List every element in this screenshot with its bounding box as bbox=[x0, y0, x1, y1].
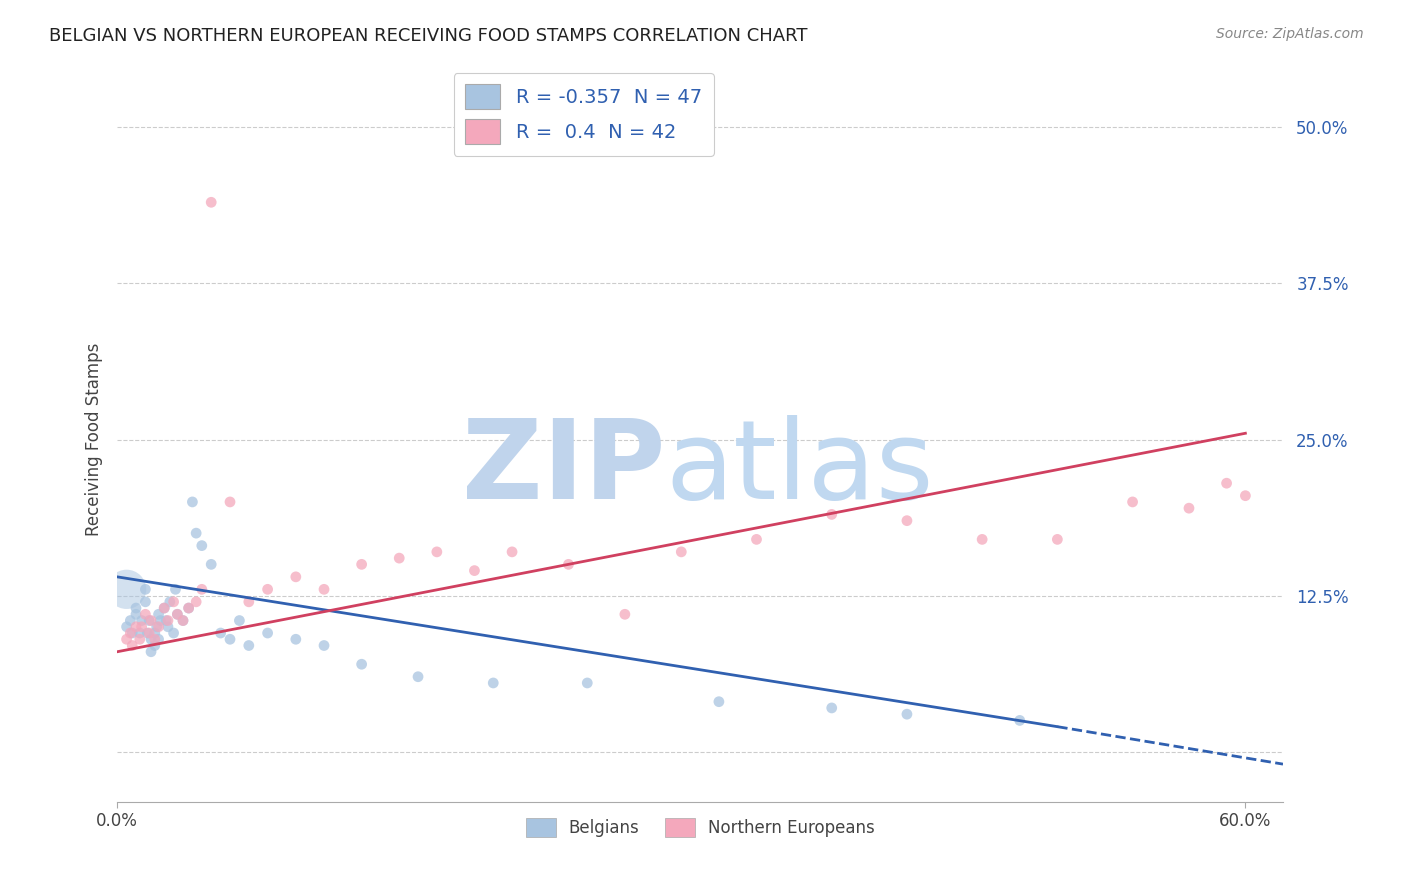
Point bbox=[284, 632, 307, 647]
Point bbox=[228, 614, 250, 628]
Point bbox=[219, 495, 242, 509]
Point bbox=[139, 632, 162, 647]
Point bbox=[350, 657, 373, 672]
Point bbox=[613, 607, 636, 622]
Point bbox=[1046, 533, 1069, 547]
Point bbox=[145, 620, 167, 634]
Point bbox=[143, 626, 166, 640]
Point bbox=[177, 601, 200, 615]
Point bbox=[120, 614, 142, 628]
Point bbox=[138, 626, 160, 640]
Point bbox=[148, 632, 170, 647]
Point bbox=[821, 701, 844, 715]
Point bbox=[125, 607, 148, 622]
Point bbox=[139, 645, 162, 659]
Point bbox=[136, 626, 159, 640]
Point bbox=[896, 707, 918, 722]
Point bbox=[312, 582, 335, 597]
Point bbox=[821, 508, 844, 522]
Point bbox=[149, 614, 172, 628]
Point bbox=[482, 676, 505, 690]
Point bbox=[115, 582, 138, 597]
Point bbox=[181, 495, 204, 509]
Point bbox=[165, 582, 187, 597]
Point bbox=[972, 533, 994, 547]
Point bbox=[162, 595, 184, 609]
Point bbox=[128, 632, 150, 647]
Point bbox=[134, 595, 156, 609]
Point bbox=[166, 607, 188, 622]
Point bbox=[200, 195, 222, 210]
Point bbox=[148, 607, 170, 622]
Point bbox=[128, 626, 150, 640]
Point bbox=[209, 626, 232, 640]
Point bbox=[256, 626, 278, 640]
Point bbox=[143, 632, 166, 647]
Point bbox=[501, 545, 523, 559]
Point bbox=[1008, 714, 1031, 728]
Text: Source: ZipAtlas.com: Source: ZipAtlas.com bbox=[1216, 27, 1364, 41]
Point bbox=[125, 620, 148, 634]
Point bbox=[388, 551, 411, 566]
Point bbox=[156, 620, 179, 634]
Point bbox=[312, 639, 335, 653]
Point bbox=[406, 670, 429, 684]
Point bbox=[191, 582, 214, 597]
Point bbox=[153, 601, 176, 615]
Point bbox=[671, 545, 693, 559]
Point bbox=[138, 614, 160, 628]
Legend: Belgians, Northern Europeans: Belgians, Northern Europeans bbox=[519, 812, 882, 844]
Point bbox=[238, 595, 260, 609]
Point bbox=[745, 533, 768, 547]
Point bbox=[156, 614, 179, 628]
Y-axis label: Receiving Food Stamps: Receiving Food Stamps bbox=[86, 343, 103, 536]
Point bbox=[162, 626, 184, 640]
Point bbox=[463, 564, 485, 578]
Point bbox=[134, 582, 156, 597]
Point bbox=[139, 614, 162, 628]
Point bbox=[576, 676, 599, 690]
Point bbox=[121, 639, 143, 653]
Point bbox=[238, 639, 260, 653]
Point bbox=[143, 639, 166, 653]
Point bbox=[1234, 489, 1257, 503]
Point bbox=[191, 539, 214, 553]
Text: BELGIAN VS NORTHERN EUROPEAN RECEIVING FOOD STAMPS CORRELATION CHART: BELGIAN VS NORTHERN EUROPEAN RECEIVING F… bbox=[49, 27, 807, 45]
Text: atlas: atlas bbox=[665, 415, 934, 522]
Point bbox=[896, 514, 918, 528]
Point bbox=[1215, 476, 1237, 491]
Point bbox=[134, 607, 156, 622]
Point bbox=[172, 614, 194, 628]
Point bbox=[256, 582, 278, 597]
Point bbox=[1122, 495, 1144, 509]
Point bbox=[426, 545, 449, 559]
Point bbox=[166, 607, 188, 622]
Point bbox=[219, 632, 242, 647]
Point bbox=[120, 626, 142, 640]
Point bbox=[177, 601, 200, 615]
Text: ZIP: ZIP bbox=[461, 415, 665, 522]
Point bbox=[200, 558, 222, 572]
Point bbox=[115, 632, 138, 647]
Point bbox=[131, 614, 153, 628]
Point bbox=[172, 614, 194, 628]
Point bbox=[125, 601, 148, 615]
Point bbox=[159, 595, 181, 609]
Point bbox=[557, 558, 579, 572]
Point bbox=[153, 601, 176, 615]
Point bbox=[155, 614, 177, 628]
Point bbox=[1178, 501, 1201, 516]
Point bbox=[186, 526, 208, 541]
Point bbox=[284, 570, 307, 584]
Point bbox=[131, 620, 153, 634]
Point bbox=[148, 620, 170, 634]
Point bbox=[121, 626, 143, 640]
Point bbox=[350, 558, 373, 572]
Point bbox=[115, 620, 138, 634]
Point bbox=[707, 695, 730, 709]
Point bbox=[186, 595, 208, 609]
